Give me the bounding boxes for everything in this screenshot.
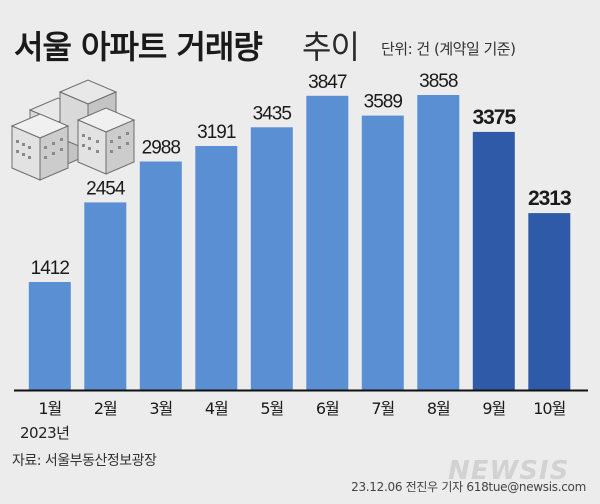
x-tick-label: 1월 bbox=[38, 399, 61, 418]
bar-5 bbox=[250, 127, 293, 391]
bar-2 bbox=[84, 202, 127, 390]
bar-value-label: 3191 bbox=[197, 122, 236, 143]
bar-1 bbox=[28, 282, 71, 390]
watermark-logo: NEWSIS bbox=[448, 456, 570, 486]
bar-value-label: 2988 bbox=[142, 138, 181, 159]
credit-line: 23.12.06 전진우 기자 618tue@newsis.com bbox=[351, 480, 586, 494]
bar-value-label: 3375 bbox=[472, 106, 516, 129]
x-tick-label: 5월 bbox=[260, 399, 283, 418]
bar-9 bbox=[472, 131, 515, 390]
chart-title: 서울 아파트 거래량 bbox=[14, 28, 263, 66]
year-label: 2023년 bbox=[20, 424, 70, 442]
chart-title-suffix: 추이 bbox=[302, 28, 360, 66]
bar-value-label: 3589 bbox=[364, 92, 403, 113]
source-note: 자료: 서울부동산정보광장 bbox=[12, 453, 157, 469]
bar-value-label: 1412 bbox=[31, 258, 70, 279]
bar-value-label: 2313 bbox=[528, 187, 571, 210]
bar-10 bbox=[528, 213, 571, 390]
x-tick-label: 6월 bbox=[316, 399, 339, 418]
bar-value-label: 2454 bbox=[86, 178, 126, 199]
apartment-buildings-icon bbox=[10, 79, 136, 181]
x-tick-label: 8월 bbox=[427, 399, 450, 418]
x-tick-label: 4월 bbox=[205, 399, 228, 418]
unit-note: 단위: 건 (계약일 기준) bbox=[381, 40, 516, 58]
bar-8 bbox=[417, 95, 460, 390]
bar-value-label: 3858 bbox=[419, 71, 458, 92]
x-tick-label: 10월 bbox=[533, 399, 565, 418]
bar-4 bbox=[195, 146, 238, 390]
bar-value-label: 3435 bbox=[253, 103, 292, 124]
x-tick-label: 2월 bbox=[94, 399, 117, 418]
bar-6 bbox=[306, 95, 349, 391]
x-tick-label: 3월 bbox=[149, 399, 172, 418]
bar-3 bbox=[139, 161, 182, 390]
bar-value-label: 3847 bbox=[308, 72, 347, 93]
x-tick-label: 9월 bbox=[482, 399, 505, 418]
x-tick-label: 7월 bbox=[371, 399, 394, 418]
bar-7 bbox=[361, 115, 404, 390]
